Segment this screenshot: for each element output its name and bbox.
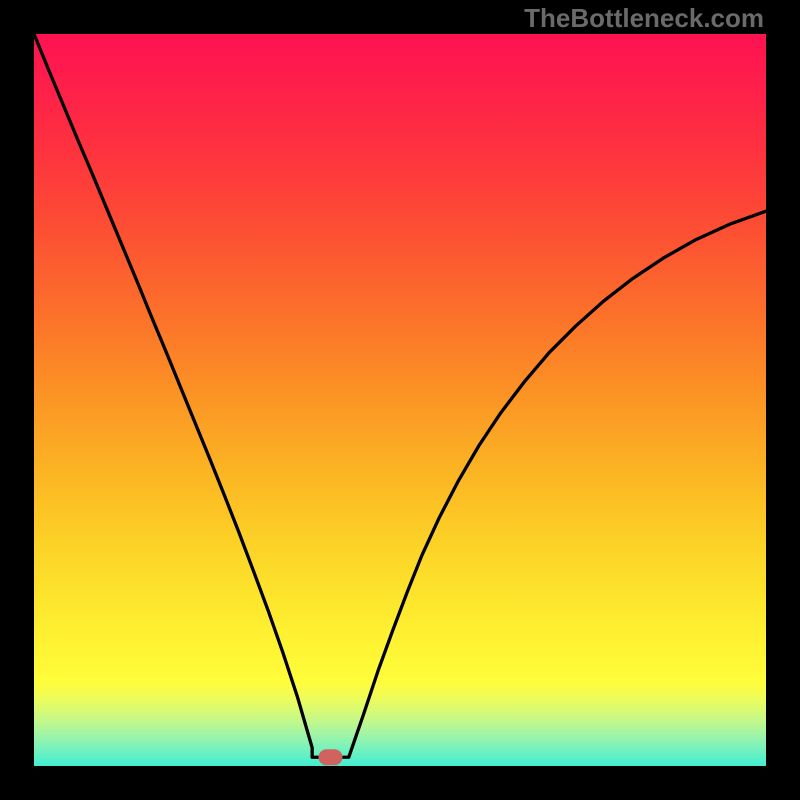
chart-container: TheBottleneck.com [0,0,800,800]
plot-area [34,34,766,766]
bottleneck-curve [34,34,766,757]
watermark-text: TheBottleneck.com [524,3,764,34]
minimum-marker [318,749,342,765]
curve-layer [34,34,766,766]
